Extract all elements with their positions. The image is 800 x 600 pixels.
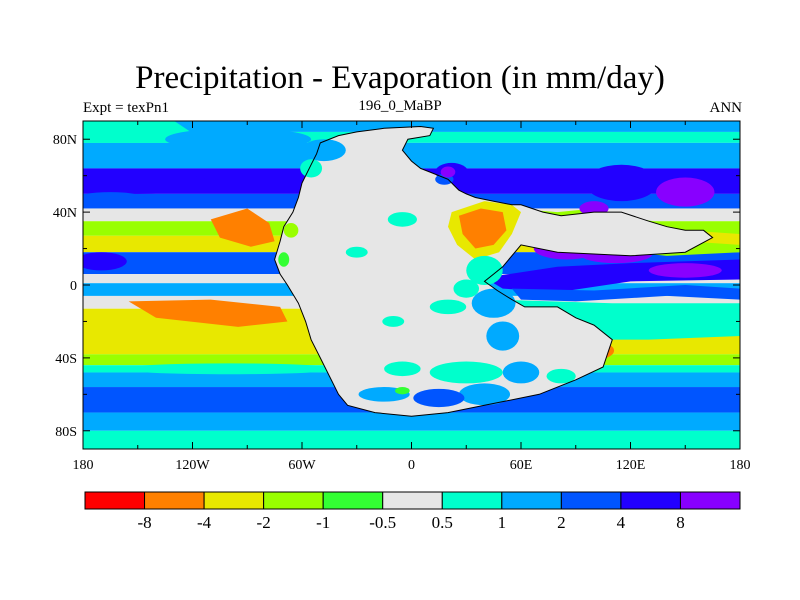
colorbar-label: -1 (316, 513, 330, 532)
contour-region (511, 285, 740, 302)
latitude-axis: 80N 40N 0 40S 80S (53, 133, 740, 440)
contour-region (210, 208, 275, 247)
contour-region (486, 321, 520, 351)
colorbar-swatch (620, 491, 681, 510)
colorbar-label: 1 (498, 513, 507, 532)
map-title: Precipitation - Evaporation (in mm/day) (135, 60, 665, 96)
contour-field (82, 120, 741, 450)
contour-region (283, 223, 299, 238)
colorbar-label: 8 (676, 513, 685, 532)
contour-region (471, 288, 516, 318)
colorbar-swatch (84, 491, 146, 510)
contour-region (453, 279, 480, 298)
contour-region (387, 212, 417, 227)
contour-region (83, 192, 147, 207)
contour-band (83, 430, 740, 449)
contour-region (648, 263, 722, 278)
colorbar-label: -4 (197, 513, 212, 532)
season-label: ANN (709, 100, 743, 116)
colorbar-swatch (501, 491, 562, 510)
contour-region (128, 299, 288, 327)
contour-region (302, 139, 346, 162)
lon-tick-label: 0 (408, 458, 415, 473)
contour-region (278, 252, 290, 267)
contour-region (345, 246, 368, 258)
contour-region (584, 164, 658, 202)
lon-tick-label: 180 (73, 458, 94, 473)
lat-tick-label: 0 (70, 279, 77, 294)
lon-tick-label: 60E (510, 458, 533, 473)
lat-tick-label: 40N (53, 206, 77, 221)
experiment-label: Expt = texPn1 (83, 100, 169, 116)
colorbar-label: 0.5 (432, 513, 453, 532)
colorbar-label: 2 (557, 513, 566, 532)
contour-band (83, 412, 740, 431)
contour-region (300, 159, 323, 178)
lon-tick-label: 120W (175, 458, 210, 473)
contour-region (656, 177, 715, 207)
contour-region (83, 252, 127, 271)
contour-region (458, 383, 511, 406)
contour-region (165, 128, 312, 151)
contour-region (440, 166, 456, 178)
lat-tick-label: 80N (53, 133, 77, 148)
colorbar-label: -2 (257, 513, 271, 532)
colorbar-label: -0.5 (369, 513, 396, 532)
contour-region (384, 361, 421, 377)
colorbar-swatch (560, 491, 622, 510)
colorbar-swatch (322, 491, 384, 510)
continent-outline (274, 125, 714, 417)
contour-region (502, 361, 540, 384)
contour-region (395, 387, 410, 395)
colorbar-swatch (382, 491, 443, 510)
colorbar-label: -8 (137, 513, 151, 532)
contour-region (458, 208, 507, 249)
contour-region (413, 388, 465, 408)
contour-region (119, 363, 339, 375)
contour-region (382, 315, 405, 327)
time-label: 196_0_MaBP (358, 98, 442, 114)
colorbar-label: 4 (617, 513, 626, 532)
lon-tick-label: 60W (288, 458, 316, 473)
colorbar-swatch (441, 491, 503, 510)
lat-tick-label: 40S (55, 352, 77, 367)
lon-tick-label: 180 (730, 458, 751, 473)
contour-region (546, 368, 576, 384)
lon-tick-label: 120E (616, 458, 646, 473)
contour-region (466, 255, 503, 285)
longitude-axis: 180 120W 60W 0 60E 120E 180 (73, 121, 751, 473)
contour-region (429, 299, 467, 315)
colorbar: -8 -4 -2 -1 -0.5 0.5 1 2 4 8 (84, 491, 741, 532)
lat-tick-label: 80S (55, 425, 77, 440)
colorbar-swatch (679, 491, 741, 510)
colorbar-swatch (144, 491, 205, 510)
colorbar-swatch (263, 491, 324, 510)
contour-region (83, 172, 211, 194)
contour-region (429, 361, 503, 384)
colorbar-swatch (203, 491, 265, 510)
